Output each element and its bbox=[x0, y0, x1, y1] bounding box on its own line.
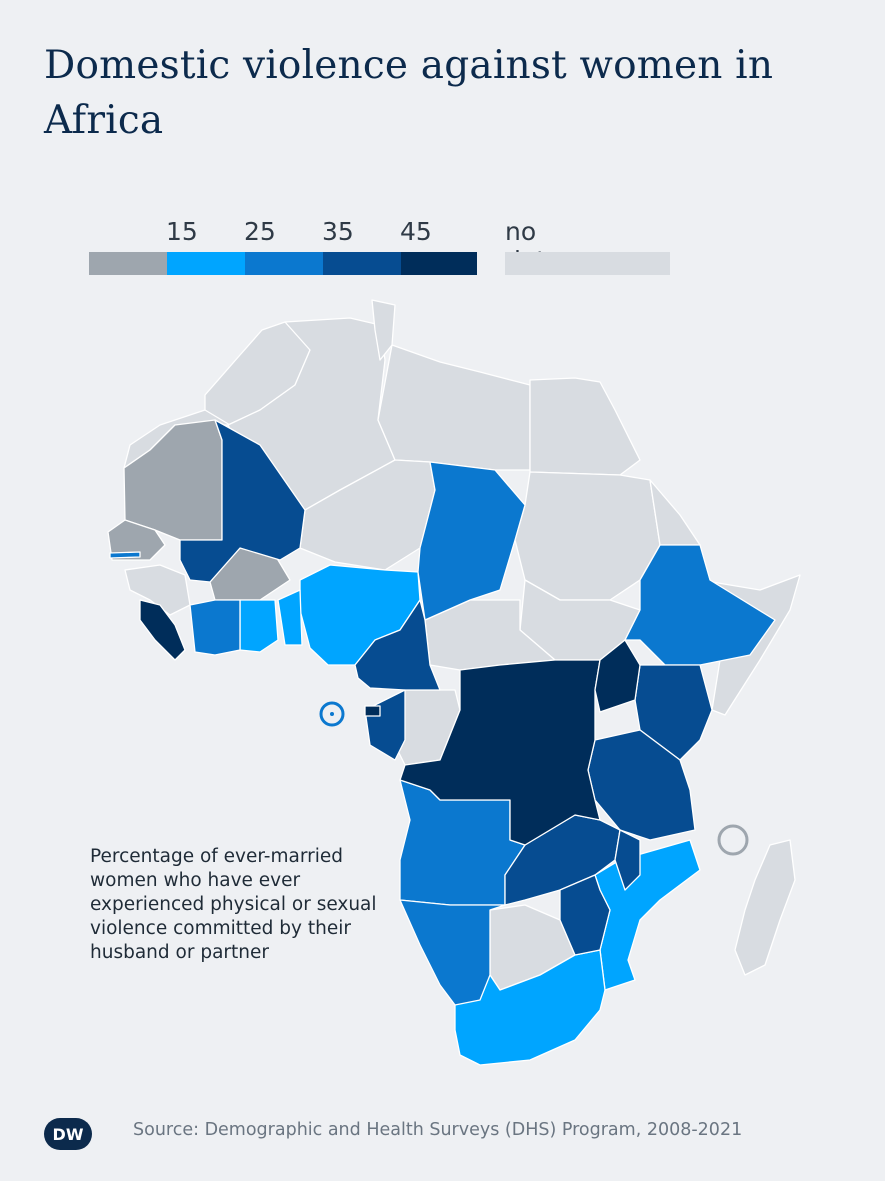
country-equatorial-guinea bbox=[364, 705, 381, 717]
country-senegal bbox=[107, 519, 166, 561]
country-madagascar bbox=[734, 839, 796, 976]
country-ghana bbox=[239, 599, 279, 653]
country-libya bbox=[377, 344, 531, 471]
country-liberia-sierra-leone bbox=[139, 599, 186, 661]
country-gabon bbox=[364, 689, 406, 761]
footer: DW Source: Demographic and Health Survey… bbox=[44, 1118, 864, 1150]
legend-tick-45: 45 bbox=[400, 217, 432, 246]
legend-bin-under-15 bbox=[89, 252, 167, 275]
dw-logo: DW bbox=[44, 1118, 92, 1150]
legend-bin-15-25 bbox=[167, 252, 245, 275]
country-sudan bbox=[514, 471, 661, 601]
source-note: Source: Demographic and Health Surveys (… bbox=[133, 1120, 743, 1140]
country-malawi bbox=[614, 829, 641, 891]
country-tunisia bbox=[371, 299, 396, 361]
country-guinea bbox=[124, 564, 191, 616]
country-uganda bbox=[594, 639, 641, 713]
legend-tick-15: 15 bbox=[166, 217, 198, 246]
island-highlight-comoros bbox=[717, 824, 749, 856]
country-namibia bbox=[399, 899, 506, 1006]
chart-title: Domestic violence against women in Afric… bbox=[44, 43, 774, 143]
legend-bin-over-45 bbox=[401, 252, 477, 275]
country-zimbabwe bbox=[559, 874, 611, 956]
country-kenya bbox=[634, 664, 713, 761]
dw-logo-text: DW bbox=[53, 1125, 84, 1144]
country-gambia bbox=[109, 551, 141, 559]
country-mali bbox=[179, 419, 306, 583]
legend-no-data-swatch bbox=[505, 252, 670, 275]
legend-bin-35-45 bbox=[323, 252, 401, 275]
country-south-africa bbox=[454, 949, 606, 1066]
country-chad bbox=[417, 461, 526, 621]
country-benin-togo bbox=[277, 589, 303, 646]
country-cote-divoire bbox=[189, 599, 241, 656]
country-cameroon bbox=[354, 599, 441, 691]
legend-tick-25: 25 bbox=[244, 217, 276, 246]
country-egypt bbox=[529, 377, 641, 476]
legend-tick-35: 35 bbox=[322, 217, 354, 246]
legend-bin-25-35 bbox=[245, 252, 323, 275]
chart-description: Percentage of ever-married women who hav… bbox=[90, 846, 377, 963]
country-mauritania bbox=[123, 419, 223, 541]
island-dot-sao-tome bbox=[330, 712, 334, 716]
island-highlight-sao-tome bbox=[319, 701, 345, 727]
